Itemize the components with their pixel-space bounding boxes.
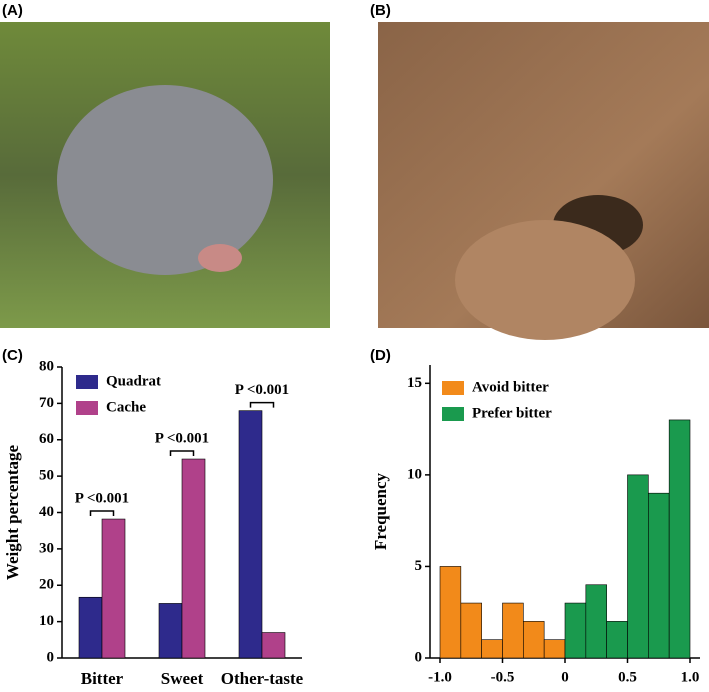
histogram-bar bbox=[564, 602, 587, 659]
legend-label: Prefer bitter bbox=[472, 405, 552, 421]
y-tick-label: 70 bbox=[39, 395, 54, 411]
x-tick-label: Sweet bbox=[161, 669, 204, 688]
legend-swatch bbox=[76, 401, 98, 415]
histogram-bar bbox=[523, 621, 545, 659]
significance-bracket bbox=[249, 401, 275, 408]
panel-label: (C) bbox=[2, 347, 23, 364]
annotation: P <0.001 bbox=[235, 382, 289, 398]
histogram-bar bbox=[439, 566, 462, 659]
y-tick-label: 50 bbox=[39, 468, 54, 484]
y-tick-label: 60 bbox=[39, 431, 54, 447]
legend-swatch bbox=[76, 375, 98, 389]
legend-label: Quadrat bbox=[106, 373, 161, 389]
x-tick-label: Other-taste bbox=[221, 669, 304, 688]
panel-label: (B) bbox=[370, 2, 391, 19]
y-axis-label: Frequency bbox=[371, 472, 390, 550]
photo-nose bbox=[198, 244, 242, 272]
annotation: P <0.001 bbox=[155, 430, 209, 446]
histogram-bar bbox=[627, 474, 649, 659]
legend-swatch bbox=[442, 381, 464, 395]
x-tick-label: 1.0 bbox=[681, 669, 700, 685]
y-tick-label: 10 bbox=[39, 613, 54, 629]
x-tick-label: 0.5 bbox=[618, 669, 637, 685]
bar bbox=[158, 603, 183, 659]
significance-bracket bbox=[169, 450, 195, 457]
y-tick-label: 30 bbox=[39, 540, 54, 556]
significance-bracket bbox=[89, 510, 115, 517]
photo-animal bbox=[57, 85, 273, 275]
y-tick-label: 0 bbox=[415, 649, 423, 665]
y-tick-label: 80 bbox=[39, 358, 54, 374]
histogram-bar bbox=[502, 602, 524, 659]
bar bbox=[238, 410, 263, 659]
y-tick-label: 15 bbox=[407, 375, 422, 391]
bar bbox=[261, 632, 286, 659]
histogram-bar bbox=[543, 639, 566, 659]
panel-label: (A) bbox=[2, 2, 23, 19]
y-axis-label: Weight percentage bbox=[3, 444, 22, 580]
bar bbox=[78, 596, 103, 659]
x-tick-label: -1.0 bbox=[428, 669, 452, 685]
y-tick-label: 40 bbox=[39, 504, 54, 520]
histogram-bar bbox=[585, 584, 607, 659]
histogram-bar bbox=[648, 492, 670, 659]
histogram-bar bbox=[606, 621, 628, 659]
histogram-bar bbox=[460, 602, 482, 659]
histogram-bar bbox=[481, 639, 503, 659]
panel-label: (D) bbox=[370, 347, 391, 364]
x-tick-label: Bitter bbox=[81, 669, 124, 688]
photo-mound bbox=[455, 220, 635, 340]
bar bbox=[101, 518, 126, 659]
x-tick-label: -0.5 bbox=[491, 669, 515, 685]
annotation: P <0.001 bbox=[75, 490, 129, 506]
histogram-bar bbox=[668, 419, 691, 659]
legend-swatch bbox=[442, 407, 464, 421]
bar bbox=[181, 458, 206, 659]
y-tick-label: 10 bbox=[407, 466, 422, 482]
y-tick-label: 20 bbox=[39, 577, 54, 593]
y-tick-label: 0 bbox=[47, 649, 55, 665]
x-tick-label: 0 bbox=[561, 669, 569, 685]
legend-label: Avoid bitter bbox=[472, 379, 549, 395]
legend-label: Cache bbox=[106, 399, 146, 415]
y-tick-label: 5 bbox=[415, 558, 423, 574]
